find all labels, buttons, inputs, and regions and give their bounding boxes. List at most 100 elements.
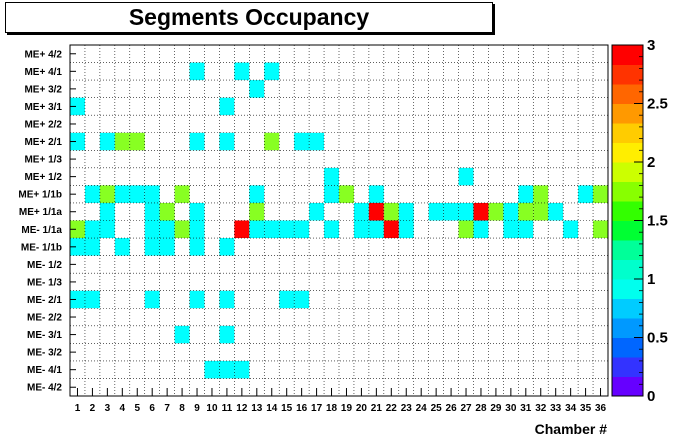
x-tick-label: 1	[75, 403, 81, 414]
heatmap-cell	[578, 185, 594, 203]
color-scale-band	[612, 142, 643, 163]
x-tick-label: 21	[371, 403, 383, 414]
heatmap-cell	[533, 202, 549, 221]
color-scale-band	[612, 298, 643, 319]
heatmap-cell	[189, 290, 205, 309]
heatmap-cell	[70, 290, 85, 309]
heatmap-cell	[428, 202, 444, 221]
heatmap-cell	[264, 132, 280, 151]
heatmap-cell	[219, 325, 235, 344]
heatmap-cell	[324, 167, 339, 186]
x-tick-label: 6	[149, 403, 155, 414]
heatmap-cell	[264, 220, 280, 239]
heatmap-cell	[144, 220, 160, 239]
y-tick-label: ME- 1/1a	[21, 225, 62, 236]
x-tick-label: 22	[386, 403, 398, 414]
heatmap-cell	[294, 132, 310, 151]
heatmap-cell	[70, 132, 85, 151]
y-tick-label: ME- 3/2	[27, 348, 62, 359]
heatmap-cell	[324, 185, 339, 203]
x-tick-label: 5	[134, 403, 140, 414]
heatmap-cell	[234, 62, 250, 81]
x-tick-label: 31	[520, 403, 532, 414]
y-tick-label: ME+ 4/2	[24, 49, 62, 60]
y-tick-label: ME- 1/2	[27, 260, 62, 271]
x-tick-label: 13	[251, 403, 263, 414]
color-scale-band	[612, 103, 643, 124]
y-tick-label: ME- 1/3	[27, 277, 62, 288]
heatmap-cell	[114, 238, 130, 256]
heatmap-cell	[249, 220, 265, 239]
color-scale-tick-label: 0.5	[647, 330, 668, 347]
heatmap-cell	[129, 185, 145, 203]
heatmap-cell	[189, 220, 205, 239]
heatmap-cell	[70, 238, 85, 256]
heatmap-cell	[353, 220, 369, 239]
x-tick-label: 4	[120, 403, 126, 414]
heatmap-cell	[159, 220, 175, 239]
heatmap-cell	[563, 220, 579, 239]
color-scale-band	[612, 337, 643, 358]
heatmap-cell	[84, 238, 100, 256]
heatmap-cell	[503, 202, 519, 221]
heatmap-cell	[249, 80, 265, 98]
heatmap-cell	[144, 185, 160, 203]
color-scale-band	[612, 84, 643, 104]
heatmap-cell	[174, 325, 190, 344]
x-tick-label: 24	[416, 403, 428, 414]
heatmap-cell	[368, 185, 384, 203]
y-tick-label: ME- 1/1b	[21, 242, 62, 253]
heatmap-cell	[99, 202, 115, 221]
heatmap-cell	[189, 62, 205, 81]
heatmap-cell	[189, 132, 205, 151]
y-tick-label: ME- 4/2	[27, 383, 62, 394]
x-tick-label: 19	[341, 403, 353, 414]
y-tick-label: ME+ 3/2	[24, 84, 62, 95]
heatmap-cell	[189, 238, 205, 256]
heatmap-cell	[488, 202, 504, 221]
chart-title: Segments Occupancy	[5, 2, 493, 33]
color-scale-band	[612, 162, 643, 182]
x-tick-label: 9	[194, 403, 200, 414]
heatmap-cell	[593, 185, 608, 203]
x-tick-label: 8	[179, 403, 185, 414]
color-scale-band	[612, 45, 643, 65]
x-tick-label: 2	[90, 403, 96, 414]
color-scale-band	[612, 357, 643, 377]
color-scale-band	[612, 201, 643, 221]
color-scale-band	[612, 123, 643, 143]
heatmap-cell	[84, 290, 100, 309]
heatmap-cell	[219, 132, 235, 151]
heatmap-cell	[144, 290, 160, 309]
y-tick-label: ME+ 2/2	[24, 119, 62, 130]
heatmap-cell	[249, 202, 265, 221]
heatmap-cell	[503, 220, 519, 239]
heatmap-cell	[249, 185, 265, 203]
color-scale-tick-label: 2	[647, 154, 655, 171]
plot-border	[69, 44, 609, 397]
heatmap-cell	[383, 220, 399, 239]
x-tick-label: 16	[296, 403, 308, 414]
y-tick-label: ME+ 1/3	[24, 155, 62, 166]
heatmap-cell	[114, 132, 130, 151]
x-tick-label: 30	[505, 403, 517, 414]
x-tick-label: 12	[236, 403, 248, 414]
heatmap-cell	[518, 220, 534, 239]
x-tick-label: 18	[326, 403, 338, 414]
color-scale-tick-label: 1.5	[647, 213, 668, 230]
x-tick-label: 36	[595, 403, 607, 414]
heatmap-cell	[324, 220, 339, 239]
heatmap-cell	[70, 220, 85, 239]
heatmap-cell	[234, 220, 250, 239]
heatmap-cell	[518, 202, 534, 221]
x-tick-label: 29	[490, 403, 502, 414]
y-tick-label: ME- 2/2	[27, 313, 62, 324]
heatmap-cell	[593, 220, 608, 239]
x-tick-label: 14	[266, 403, 278, 414]
heatmap-cell	[458, 220, 474, 239]
heatmap-cell	[114, 185, 130, 203]
color-scale-tick-label: 1	[647, 271, 655, 288]
heatmap-cell	[144, 238, 160, 256]
heatmap-cell	[219, 238, 235, 256]
